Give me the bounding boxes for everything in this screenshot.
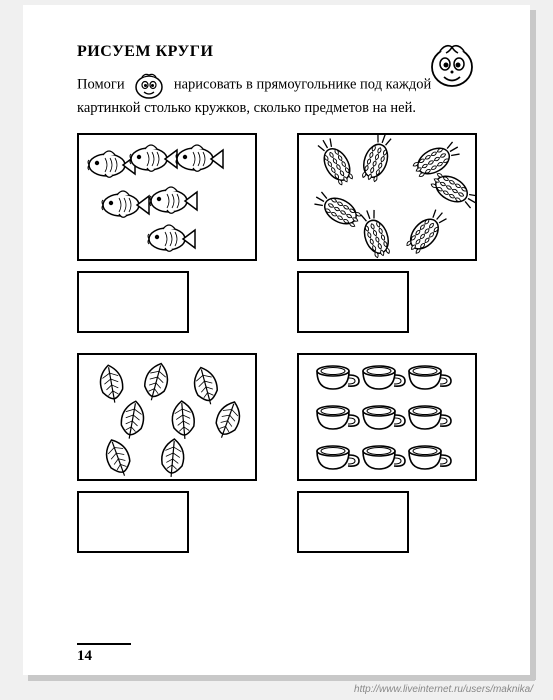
instruction-text: Помоги нарисовать в прямоугольнике под к…: [77, 71, 477, 119]
cell-leaves: [77, 353, 257, 573]
picture-box-leaves: [77, 353, 257, 481]
answer-box-pinecones[interactable]: [297, 271, 409, 333]
instruction-before: Помоги: [77, 76, 125, 92]
page-number: 14: [77, 648, 92, 665]
picture-box-pinecones: [297, 133, 477, 261]
instruction-after: нарисовать в прямоугольнике под каждой к…: [77, 76, 431, 116]
cell-fish: [77, 133, 257, 353]
cell-cups: [297, 353, 477, 573]
worksheet-page: РИСУЕМ КРУГИ Помоги: [23, 5, 530, 675]
exercise-grid: [77, 133, 482, 573]
picture-box-fish: [77, 133, 257, 261]
page-shadow-right: [530, 10, 536, 680]
mascot-large-icon: [426, 37, 478, 89]
mascot-small-icon: [132, 71, 166, 99]
answer-box-leaves[interactable]: [77, 491, 189, 553]
answer-box-cups[interactable]: [297, 491, 409, 553]
picture-box-cups: [297, 353, 477, 481]
page-title: РИСУЕМ КРУГИ: [77, 43, 482, 61]
page-shadow-bottom: [28, 675, 535, 681]
answer-box-fish[interactable]: [77, 271, 189, 333]
page-number-rule: [77, 643, 131, 645]
watermark-text: http://www.liveinternet.ru/users/maknika…: [354, 684, 533, 695]
cell-pinecones: [297, 133, 477, 353]
